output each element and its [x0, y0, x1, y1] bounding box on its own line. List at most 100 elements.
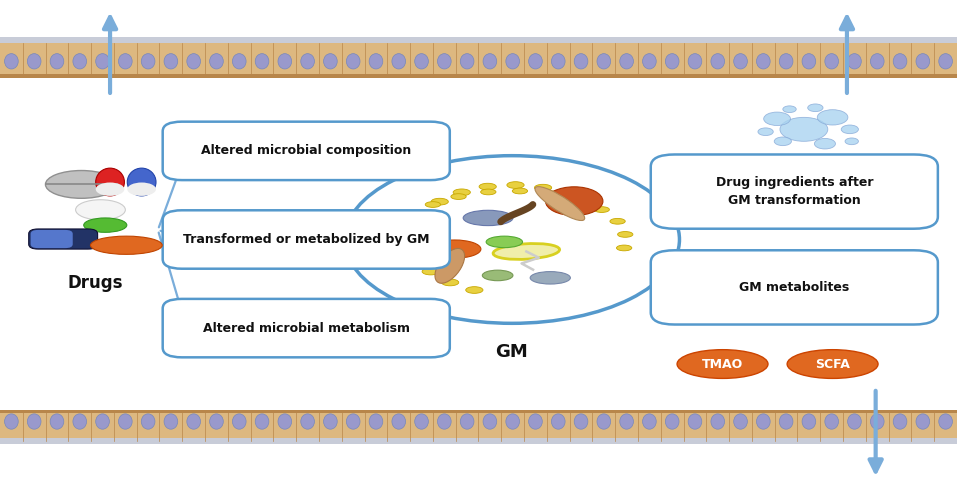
Ellipse shape — [507, 182, 524, 188]
Ellipse shape — [454, 189, 471, 195]
Ellipse shape — [346, 414, 360, 429]
FancyBboxPatch shape — [0, 74, 957, 78]
Ellipse shape — [512, 188, 527, 194]
Ellipse shape — [428, 240, 481, 258]
Ellipse shape — [825, 414, 838, 429]
Ellipse shape — [90, 236, 162, 254]
Ellipse shape — [187, 414, 201, 429]
Circle shape — [808, 104, 823, 112]
Ellipse shape — [825, 54, 838, 69]
Ellipse shape — [642, 414, 657, 429]
Ellipse shape — [278, 54, 292, 69]
Ellipse shape — [802, 414, 815, 429]
Ellipse shape — [916, 54, 929, 69]
Ellipse shape — [506, 414, 520, 429]
Ellipse shape — [392, 54, 406, 69]
Circle shape — [814, 138, 835, 149]
Ellipse shape — [405, 225, 422, 231]
Ellipse shape — [711, 54, 724, 69]
Circle shape — [764, 112, 790, 125]
Text: Altered microbial composition: Altered microbial composition — [201, 144, 412, 158]
Ellipse shape — [871, 414, 884, 429]
Ellipse shape — [594, 207, 610, 213]
Ellipse shape — [5, 54, 18, 69]
Ellipse shape — [893, 414, 907, 429]
Circle shape — [345, 156, 679, 323]
Ellipse shape — [233, 414, 246, 429]
Ellipse shape — [127, 168, 156, 196]
Text: Drugs: Drugs — [68, 274, 123, 292]
Ellipse shape — [574, 54, 588, 69]
Text: SCFA: SCFA — [815, 357, 850, 371]
Ellipse shape — [369, 414, 383, 429]
Ellipse shape — [5, 414, 18, 429]
Ellipse shape — [403, 240, 420, 247]
Ellipse shape — [620, 54, 634, 69]
Ellipse shape — [620, 414, 634, 429]
Ellipse shape — [688, 54, 701, 69]
FancyBboxPatch shape — [163, 210, 450, 269]
FancyBboxPatch shape — [651, 250, 938, 325]
FancyBboxPatch shape — [651, 155, 938, 229]
Ellipse shape — [346, 54, 360, 69]
Ellipse shape — [574, 414, 588, 429]
FancyBboxPatch shape — [29, 229, 98, 249]
Ellipse shape — [460, 414, 474, 429]
Ellipse shape — [142, 414, 155, 429]
Ellipse shape — [597, 54, 611, 69]
Ellipse shape — [164, 414, 178, 429]
Ellipse shape — [119, 414, 132, 429]
FancyBboxPatch shape — [0, 43, 957, 78]
Ellipse shape — [597, 414, 611, 429]
FancyBboxPatch shape — [31, 230, 73, 248]
Ellipse shape — [530, 272, 570, 284]
Ellipse shape — [734, 414, 747, 429]
FancyBboxPatch shape — [0, 37, 957, 43]
Ellipse shape — [45, 171, 117, 198]
Ellipse shape — [28, 414, 41, 429]
Ellipse shape — [617, 231, 633, 237]
Ellipse shape — [323, 54, 337, 69]
Ellipse shape — [479, 183, 497, 190]
Circle shape — [545, 187, 603, 216]
Ellipse shape — [210, 54, 223, 69]
Ellipse shape — [96, 168, 124, 196]
Ellipse shape — [711, 414, 724, 429]
Ellipse shape — [73, 414, 86, 429]
Ellipse shape — [256, 414, 269, 429]
Ellipse shape — [300, 414, 315, 429]
Circle shape — [841, 125, 858, 134]
Ellipse shape — [483, 414, 497, 429]
Circle shape — [774, 137, 791, 146]
Ellipse shape — [406, 212, 421, 218]
Ellipse shape — [787, 350, 879, 378]
Ellipse shape — [665, 414, 679, 429]
FancyBboxPatch shape — [0, 438, 957, 444]
Ellipse shape — [779, 54, 793, 69]
Ellipse shape — [482, 270, 513, 281]
Ellipse shape — [437, 414, 451, 429]
Ellipse shape — [96, 54, 109, 69]
Ellipse shape — [50, 54, 64, 69]
Ellipse shape — [871, 54, 884, 69]
FancyBboxPatch shape — [163, 122, 450, 180]
FancyBboxPatch shape — [0, 438, 957, 444]
Ellipse shape — [544, 191, 559, 197]
Ellipse shape — [665, 54, 679, 69]
Ellipse shape — [939, 414, 952, 429]
Circle shape — [780, 117, 828, 141]
Ellipse shape — [73, 54, 86, 69]
Ellipse shape — [460, 54, 474, 69]
Ellipse shape — [119, 54, 132, 69]
Text: Transformed or metabolized by GM: Transformed or metabolized by GM — [183, 233, 430, 246]
Ellipse shape — [50, 414, 64, 429]
Ellipse shape — [409, 255, 426, 262]
Ellipse shape — [369, 54, 383, 69]
Ellipse shape — [233, 54, 246, 69]
Ellipse shape — [96, 182, 124, 196]
Ellipse shape — [300, 54, 315, 69]
Text: TMAO: TMAO — [701, 357, 744, 371]
Ellipse shape — [535, 187, 585, 220]
Ellipse shape — [528, 414, 543, 429]
FancyBboxPatch shape — [0, 410, 957, 413]
